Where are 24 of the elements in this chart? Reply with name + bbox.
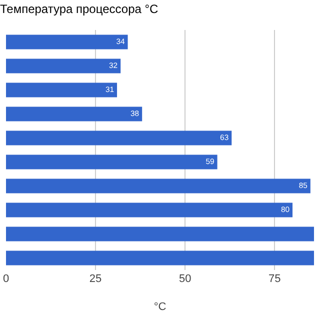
data-label: 63 (220, 133, 229, 142)
x-tick-label: 0 (2, 273, 10, 285)
bar (6, 154, 218, 170)
data-label: 34 (116, 37, 126, 46)
data-label: 31 (105, 85, 114, 94)
x-tick-label: 25 (89, 273, 102, 285)
bar (6, 130, 232, 146)
bar (6, 202, 293, 218)
x-axis-title: °C (154, 301, 166, 314)
bar (6, 226, 314, 242)
bar (6, 34, 128, 50)
bar (6, 82, 118, 98)
data-label: 85 (298, 181, 308, 190)
data-label: 80 (280, 205, 290, 214)
x-tick-label: 75 (268, 273, 281, 285)
data-label: 38 (130, 109, 140, 118)
bar (6, 58, 121, 74)
data-label: 32 (109, 61, 118, 70)
bar (6, 106, 142, 122)
data-label: 59 (206, 157, 214, 166)
bar (6, 178, 310, 194)
x-tick-label: 50 (178, 273, 192, 285)
bar (6, 250, 314, 266)
chart-title: Температура процессора °C (0, 2, 159, 16)
